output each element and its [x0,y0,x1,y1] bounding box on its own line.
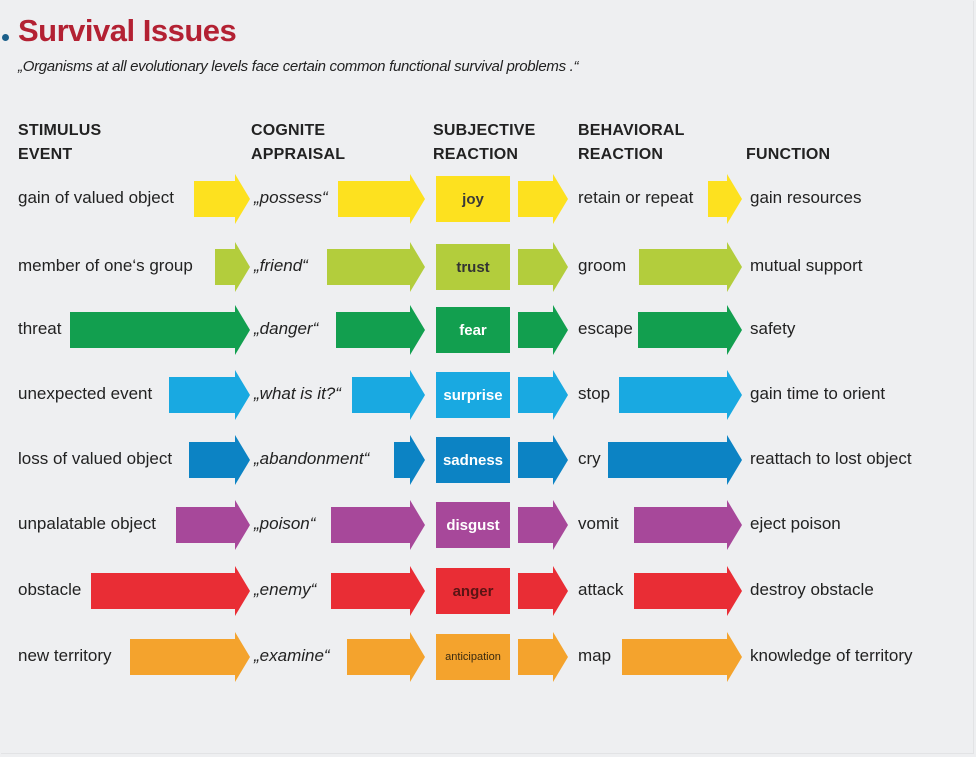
stimulus-event: threat [18,319,62,338]
subjective-reaction-box: trust [436,244,510,290]
subjective-reaction-box: surprise [436,372,510,418]
column-header-line: APPRAISAL [251,146,346,163]
subjective-reaction-label: sadness [442,451,504,469]
function: gain time to orient [750,384,886,403]
subjective-reaction-box: disgust [436,502,510,548]
arrow-right-icon [331,566,425,616]
subjective-reaction-label: surprise [443,386,503,404]
behavioral-reaction: escape [578,319,633,338]
arrow-right-icon [394,435,425,485]
behavioral-reaction: cry [578,449,601,468]
arrow-right-icon [708,174,742,224]
stimulus-event: gain of valued object [18,188,174,207]
arrow-right-icon [518,632,568,682]
stimulus-event: loss of valued object [18,449,173,468]
function: knowledge of territory [750,646,913,665]
arrow-right-icon [638,305,742,355]
column-header-line: REACTION [433,146,519,163]
arrow-right-icon [518,370,568,420]
function: destroy obstacle [750,580,874,599]
column-header-function: FUNCTION [746,143,830,167]
cognitive-appraisal: „poison“ [254,514,316,533]
cognitive-appraisal: „examine“ [254,646,330,665]
arrow-right-icon [189,435,250,485]
function: eject poison [750,514,841,533]
arrow-right-icon [194,174,250,224]
arrow-right-icon [130,632,250,682]
subjective-reaction-box: fear [436,307,510,353]
arrow-right-icon [518,242,568,292]
column-header-behavioral: BEHAVIORAL REACTION [578,119,685,167]
stimulus-event: obstacle [18,580,82,599]
stimulus-event: unexpected event [18,384,153,403]
column-header-appraisal: COGNITE APPRAISAL [251,119,345,167]
subjective-reaction-box: anticipation [436,634,510,680]
column-header-line: STIMULUS [18,122,102,139]
arrow-right-icon [622,632,742,682]
arrow-right-icon [639,242,742,292]
arrow-right-icon [518,500,568,550]
column-header-line: SUBJECTIVE [433,122,536,139]
stimulus-event: new territory [18,646,112,665]
arrow-right-icon [518,174,568,224]
arrow-right-icon [169,370,250,420]
page-subtitle: „Organisms at all evolutionary levels fa… [18,58,579,75]
arrow-right-icon [518,305,568,355]
arrow-right-icon [347,632,425,682]
column-header-line: FUNCTION [746,146,831,163]
cognitive-appraisal: „what is it?“ [254,384,341,403]
subjective-reaction-label: trust [456,258,490,276]
behavioral-reaction: vomit [578,514,619,533]
cognitive-appraisal: „abandonment“ [254,449,370,468]
cognitive-appraisal: „friend“ [254,256,308,275]
function: gain resources [750,188,862,207]
behavioral-reaction: attack [578,580,624,599]
cognitive-appraisal: „danger“ [254,319,319,338]
behavioral-reaction: stop [578,384,611,403]
arrow-right-icon [331,500,425,550]
arrow-right-icon [634,566,742,616]
cognitive-appraisal: „enemy“ [254,580,317,599]
behavioral-reaction: groom [578,256,627,275]
function: reattach to lost object [750,449,912,468]
subjective-reaction-label: disgust [446,516,500,534]
arrow-right-icon [336,305,425,355]
behavioral-reaction: retain or repeat [578,188,694,207]
column-header-stimulus: STIMULUS EVENT [18,119,101,167]
arrow-right-icon [634,500,742,550]
column-header-line: REACTION [578,146,664,163]
column-header-line: BEHAVIORAL [578,122,685,139]
cognitive-appraisal: „possess“ [254,188,328,207]
arrow-right-icon [215,242,250,292]
arrow-right-icon [518,435,568,485]
arrow-right-icon [608,435,742,485]
subjective-reaction-label: fear [459,321,487,339]
arrow-right-icon [619,370,742,420]
arrow-right-icon [327,242,425,292]
column-header-line: COGNITE [251,122,326,139]
function: mutual support [750,256,863,275]
stimulus-event: unpalatable object [18,514,157,533]
subjective-reaction-label: anger [452,582,494,600]
subjective-reaction-label: anticipation [445,651,501,663]
arrow-right-icon [338,174,425,224]
bullet-icon [2,34,9,41]
arrow-right-icon [91,566,250,616]
arrow-right-icon [176,500,250,550]
arrow-right-icon [352,370,425,420]
subjective-reaction-box: joy [436,176,510,222]
column-header-subjective: SUBJECTIVE REACTION [433,119,535,167]
subjective-reaction-box: anger [436,568,510,614]
behavioral-reaction: map [578,646,612,665]
subjective-reaction-label: joy [462,190,484,208]
column-header-line: EVENT [18,146,73,163]
function: safety [750,319,796,338]
subjective-reaction-box: sadness [436,437,510,483]
arrow-right-icon [518,566,568,616]
stimulus-event: member of one‘s group [18,256,193,275]
arrow-right-icon [70,305,250,355]
page-title: Survival Issues [18,13,237,48]
